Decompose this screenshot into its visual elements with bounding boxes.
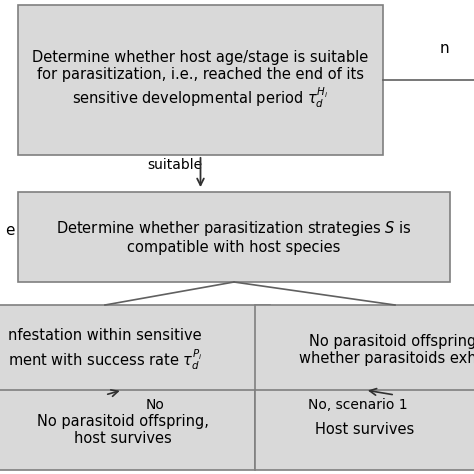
- Text: Host survives: Host survives: [315, 422, 415, 438]
- Text: Determine whether parasitization strategies $S$ is
compatible with host species: Determine whether parasitization strateg…: [56, 219, 412, 255]
- Text: n: n: [440, 40, 450, 55]
- Text: Determine whether host age/stage is suitable
for parasitization, i.e., reached t: Determine whether host age/stage is suit…: [32, 50, 369, 110]
- Text: nfestation within sensitive
ment with success rate $\tau_d^{P_i}$: nfestation within sensitive ment with su…: [8, 328, 202, 372]
- Bar: [18, 5, 383, 155]
- Bar: [0, 390, 255, 470]
- Bar: [0, 305, 270, 395]
- Bar: [255, 390, 474, 470]
- Text: No, scenario 1: No, scenario 1: [308, 398, 408, 412]
- Text: suitable: suitable: [147, 158, 202, 172]
- Bar: [18, 192, 450, 282]
- Text: No parasitoid offspring,
host survives: No parasitoid offspring, host survives: [36, 414, 209, 446]
- Text: No parasitoid offspring.
whether parasitoids exhib: No parasitoid offspring. whether parasit…: [300, 334, 474, 366]
- Text: No: No: [146, 398, 164, 412]
- Bar: [255, 305, 474, 395]
- Text: e: e: [5, 222, 15, 237]
